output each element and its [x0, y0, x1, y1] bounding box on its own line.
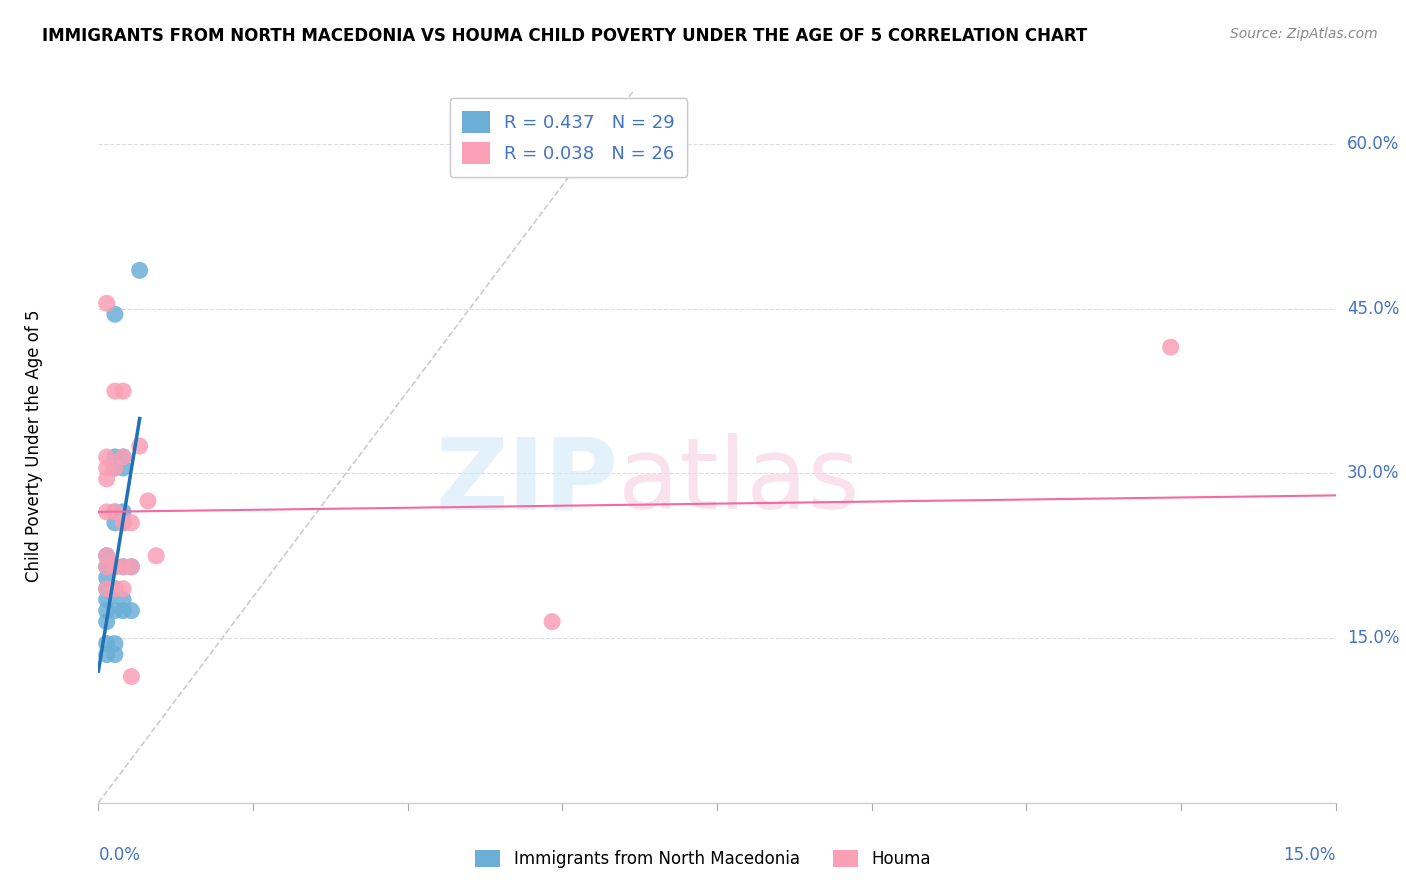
Text: 15.0%: 15.0% — [1284, 846, 1336, 863]
Point — [104, 637, 127, 651]
Text: 30.0%: 30.0% — [1347, 465, 1399, 483]
Point — [120, 669, 142, 683]
Point — [112, 516, 135, 530]
Point — [104, 505, 127, 519]
Point — [96, 296, 118, 310]
Point — [96, 450, 118, 464]
Point — [96, 505, 118, 519]
Point — [96, 582, 118, 596]
Point — [128, 263, 150, 277]
Point — [120, 604, 142, 618]
Text: 0.0%: 0.0% — [98, 846, 141, 863]
Point — [96, 592, 118, 607]
Point — [112, 450, 135, 464]
Point — [104, 384, 127, 398]
Point — [104, 648, 127, 662]
Text: 45.0%: 45.0% — [1347, 300, 1399, 318]
Point — [1160, 340, 1182, 354]
Point — [112, 559, 135, 574]
Text: 15.0%: 15.0% — [1347, 629, 1399, 647]
Point — [104, 505, 127, 519]
Point — [96, 582, 118, 596]
Point — [104, 604, 127, 618]
Point — [104, 307, 127, 321]
Point — [112, 450, 135, 464]
Point — [128, 439, 150, 453]
Point — [112, 461, 135, 475]
Point — [96, 472, 118, 486]
Point — [104, 559, 127, 574]
Point — [112, 582, 135, 596]
Point — [104, 582, 127, 596]
Point — [104, 516, 127, 530]
Point — [104, 461, 127, 475]
Legend: R = 0.437   N = 29, R = 0.038   N = 26: R = 0.437 N = 29, R = 0.038 N = 26 — [450, 98, 688, 177]
Point — [96, 615, 118, 629]
Point — [96, 549, 118, 563]
Point — [145, 549, 167, 563]
Point — [104, 582, 127, 596]
Text: Child Poverty Under the Age of 5: Child Poverty Under the Age of 5 — [25, 310, 42, 582]
Point — [96, 559, 118, 574]
Point — [112, 384, 135, 398]
Point — [96, 648, 118, 662]
Point — [96, 571, 118, 585]
Legend: Immigrants from North Macedonia, Houma: Immigrants from North Macedonia, Houma — [468, 843, 938, 875]
Point — [96, 604, 118, 618]
Point — [104, 559, 127, 574]
Point — [104, 450, 127, 464]
Text: Source: ZipAtlas.com: Source: ZipAtlas.com — [1230, 27, 1378, 41]
Point — [112, 516, 135, 530]
Point — [104, 461, 127, 475]
Text: IMMIGRANTS FROM NORTH MACEDONIA VS HOUMA CHILD POVERTY UNDER THE AGE OF 5 CORREL: IMMIGRANTS FROM NORTH MACEDONIA VS HOUMA… — [42, 27, 1087, 45]
Point — [136, 494, 159, 508]
Text: 60.0%: 60.0% — [1347, 135, 1399, 153]
Point — [120, 516, 142, 530]
Point — [112, 505, 135, 519]
Point — [120, 559, 142, 574]
Point — [96, 559, 118, 574]
Point — [112, 604, 135, 618]
Text: ZIP: ZIP — [436, 434, 619, 530]
Text: atlas: atlas — [619, 434, 859, 530]
Point — [120, 559, 142, 574]
Point — [96, 549, 118, 563]
Point — [112, 592, 135, 607]
Point — [96, 637, 118, 651]
Point — [96, 461, 118, 475]
Point — [112, 559, 135, 574]
Point — [541, 615, 564, 629]
